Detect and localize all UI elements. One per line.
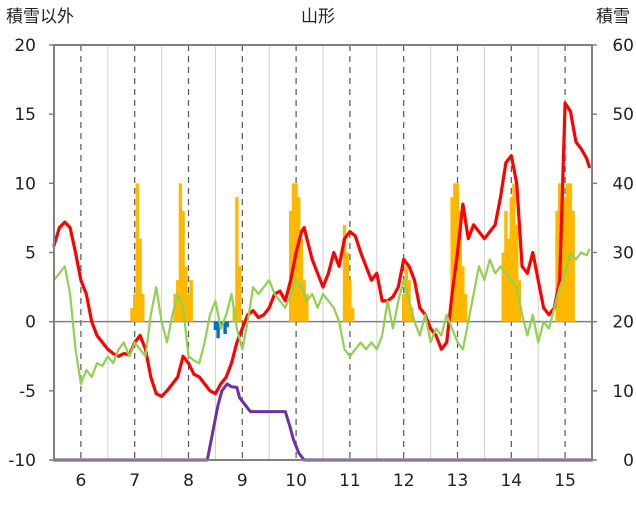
bar [501, 252, 505, 322]
x-tick-label: 15 [554, 471, 576, 491]
bar [237, 266, 242, 322]
line-series [52, 101, 594, 462]
right-axis-label: 積雪 [596, 7, 630, 27]
bar [138, 238, 142, 322]
right-tick-label: 60 [612, 36, 634, 56]
bar [235, 197, 239, 322]
bar [509, 197, 513, 322]
bar [560, 183, 565, 322]
bar [186, 294, 191, 322]
left-tick-label: 0 [25, 313, 36, 333]
right-tick-label: 10 [612, 382, 634, 402]
axis-labels: 積雪以外 山形 積雪 [6, 7, 630, 27]
bar [305, 294, 309, 322]
tick-labels: -10 -5 0 5 10 15 20 0 10 20 30 40 50 60 6 7 8 9 10 11 12 13 14… [8, 36, 634, 491]
left-tick-label: 5 [25, 244, 36, 264]
chart-title: 山形 [301, 7, 335, 27]
right-tick-label: 0 [623, 451, 634, 471]
bar [289, 211, 293, 322]
bar [297, 197, 301, 322]
bar [133, 294, 137, 322]
bar [563, 197, 567, 322]
bar [178, 183, 183, 322]
bar [453, 183, 457, 322]
left-axis-label: 積雪以外 [6, 7, 74, 27]
bar [350, 307, 355, 322]
bar [216, 321, 220, 339]
bar [571, 211, 575, 322]
x-tick-label: 14 [500, 471, 522, 491]
bar [176, 280, 180, 322]
right-tick-label: 40 [612, 174, 634, 194]
bar [402, 294, 406, 322]
x-tick-label: 12 [393, 471, 415, 491]
bar [555, 211, 559, 322]
x-tick-label: 8 [183, 471, 194, 491]
bar [135, 183, 140, 322]
left-tick-label: 15 [14, 105, 36, 125]
x-tick-label: 9 [237, 471, 248, 491]
right-tick-label: 50 [612, 105, 634, 125]
bar [291, 183, 296, 322]
bar [141, 294, 145, 322]
bar [512, 183, 516, 322]
bar [223, 321, 227, 335]
bar [504, 211, 508, 322]
left-tick-label: 10 [14, 174, 36, 194]
bar [184, 266, 188, 322]
series-line [52, 382, 594, 462]
bar [181, 211, 185, 322]
bar [345, 252, 349, 322]
x-tick-label: 7 [129, 471, 140, 491]
bar [213, 321, 218, 330]
x-tick-label: 13 [447, 471, 469, 491]
bar [463, 294, 468, 322]
left-tick-label: -10 [8, 451, 36, 471]
bar [514, 224, 519, 322]
bar [302, 280, 306, 322]
bar [450, 197, 454, 322]
bar [342, 224, 347, 322]
x-tick-label: 10 [285, 471, 307, 491]
bar [189, 280, 193, 322]
bar [461, 266, 465, 322]
left-tick-label: -5 [19, 382, 36, 402]
series-line [52, 101, 591, 398]
bar [506, 238, 511, 322]
bar [299, 238, 304, 322]
bar [130, 307, 134, 322]
bar [458, 211, 462, 322]
bar [348, 280, 352, 322]
x-tick-label: 11 [339, 471, 361, 491]
bar [225, 321, 229, 328]
x-tick-label: 6 [75, 471, 86, 491]
bar [566, 183, 570, 322]
left-tick-label: 20 [14, 36, 36, 56]
right-tick-label: 20 [612, 313, 634, 333]
right-tick-label: 30 [612, 244, 634, 264]
series-line [52, 248, 591, 385]
